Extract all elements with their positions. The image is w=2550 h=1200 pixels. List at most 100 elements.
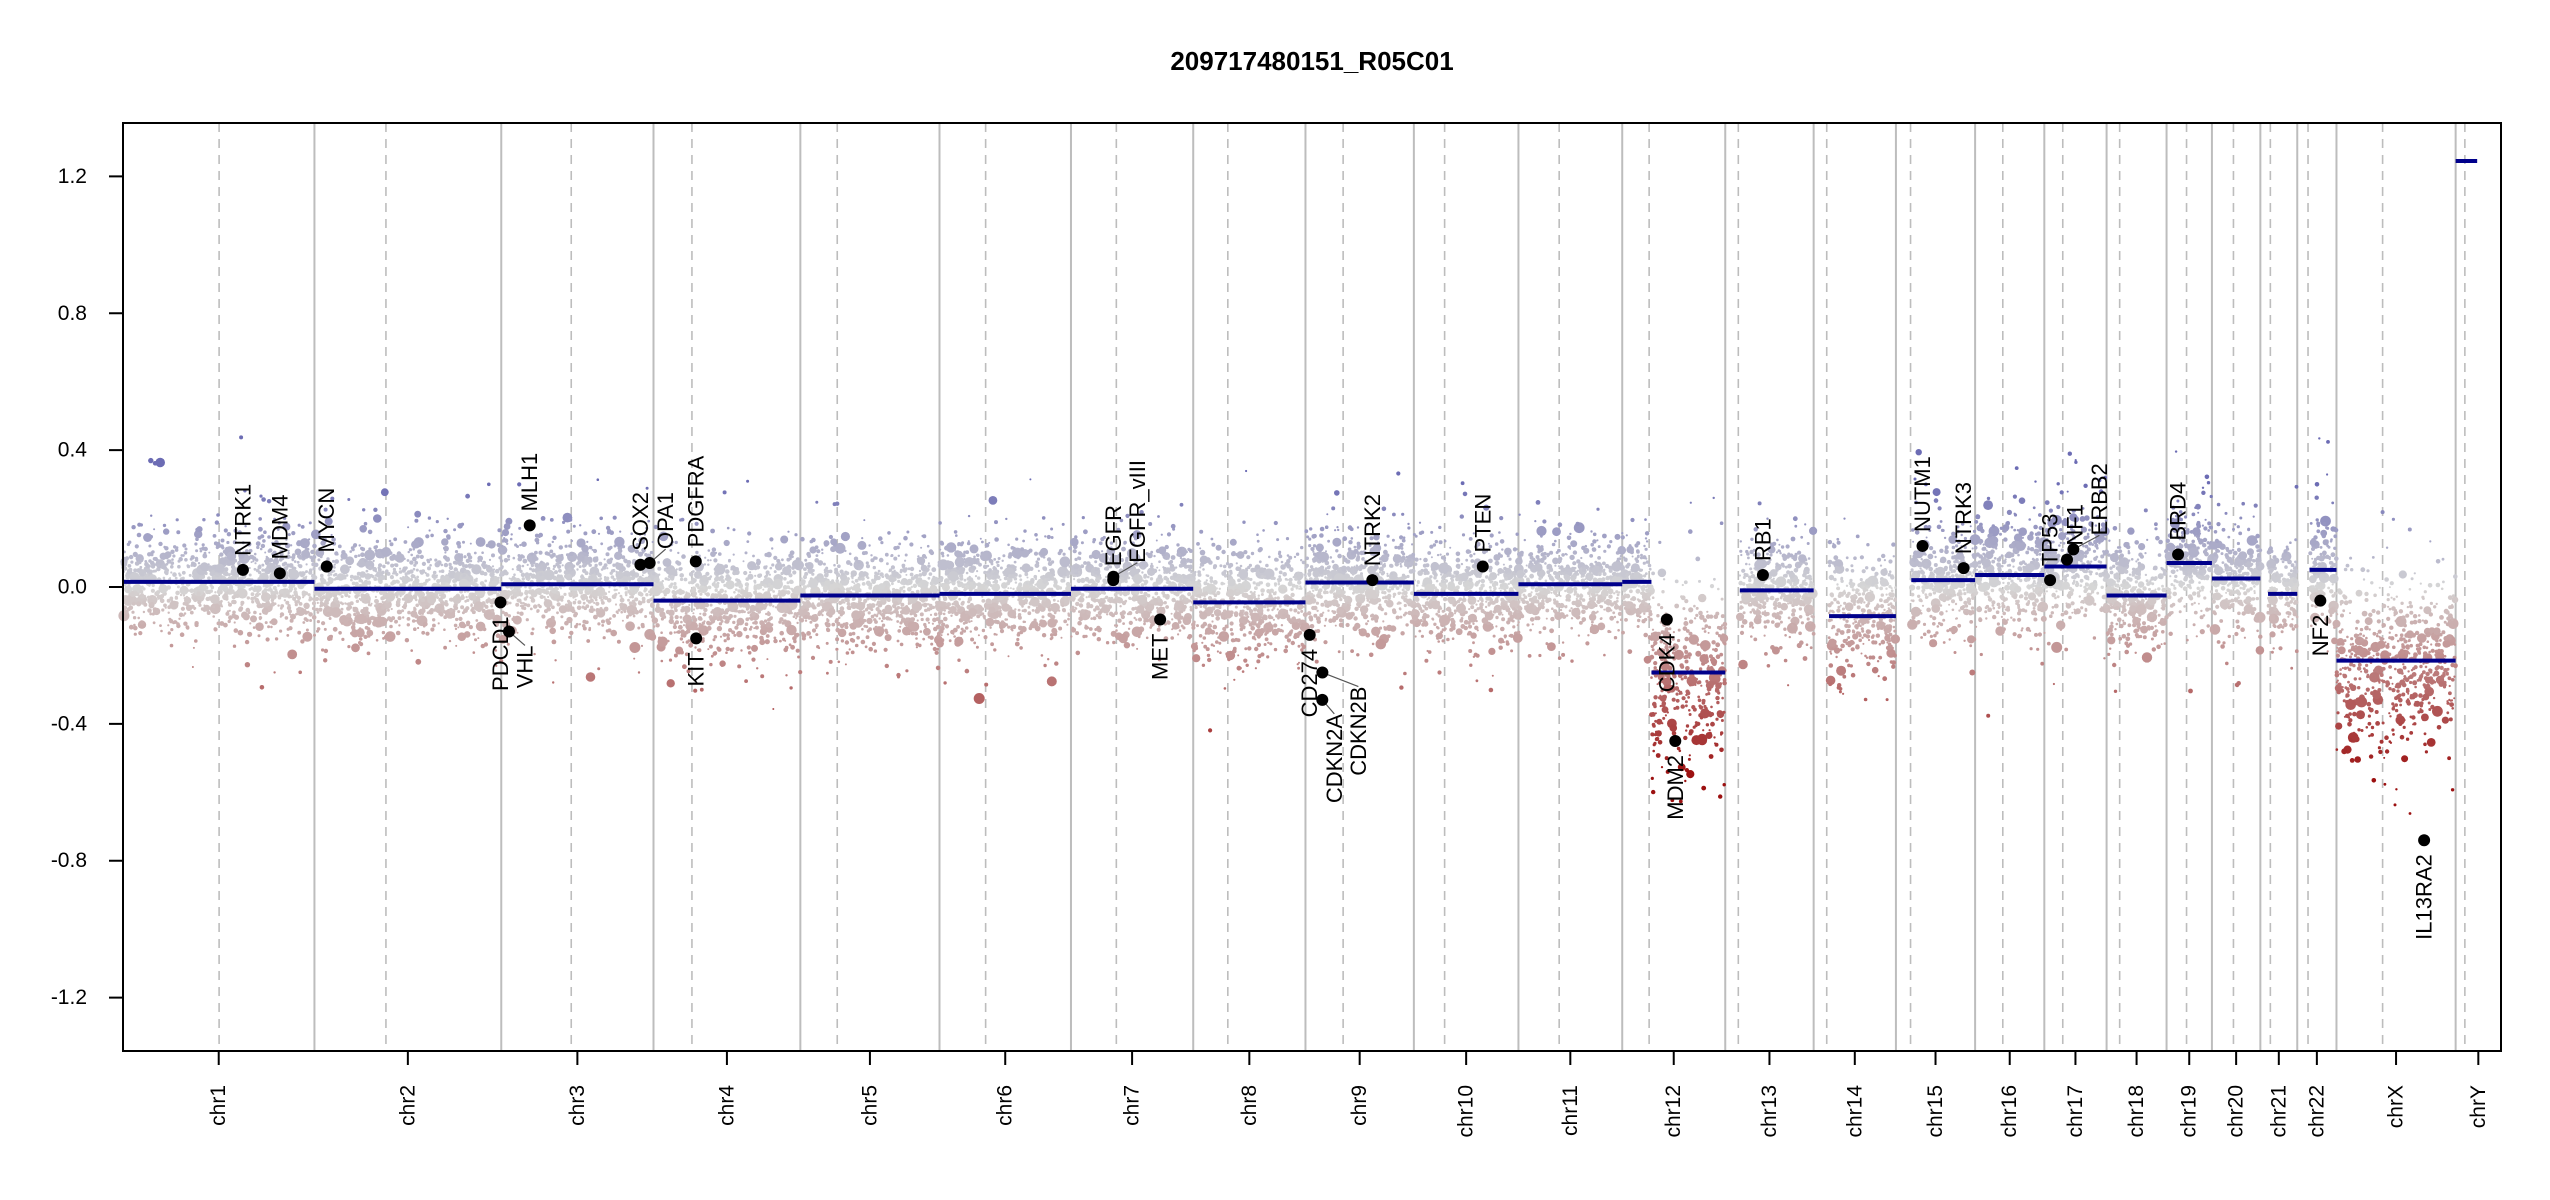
bin-point bbox=[124, 597, 127, 600]
bin-point bbox=[335, 600, 340, 605]
bin-point bbox=[726, 636, 730, 641]
bin-point bbox=[782, 566, 792, 576]
bin-point bbox=[968, 608, 977, 617]
bin-point bbox=[334, 559, 340, 564]
bin-point bbox=[215, 577, 219, 581]
bin-point bbox=[361, 608, 369, 616]
bin-point bbox=[269, 586, 272, 590]
bin-point bbox=[429, 564, 432, 567]
bin-point bbox=[1067, 617, 1070, 621]
bin-point bbox=[344, 602, 347, 605]
bin-point bbox=[147, 552, 152, 557]
bin-point bbox=[812, 606, 816, 610]
bin-point bbox=[790, 587, 794, 591]
bin-point bbox=[396, 609, 402, 615]
bin-point bbox=[632, 590, 635, 593]
bin-point bbox=[686, 669, 691, 674]
bin-point bbox=[125, 614, 129, 618]
bin-point bbox=[277, 521, 281, 525]
bin-point bbox=[798, 670, 803, 675]
bin-point bbox=[901, 563, 906, 568]
bin-point bbox=[722, 615, 725, 619]
bin-point bbox=[773, 555, 778, 561]
bin-point bbox=[1035, 606, 1039, 610]
bin-point bbox=[250, 554, 255, 560]
bin-point bbox=[789, 686, 793, 690]
bin-point bbox=[835, 647, 839, 651]
bin-point bbox=[939, 606, 944, 611]
bin-point bbox=[939, 629, 944, 634]
bin-point bbox=[366, 627, 371, 631]
bin-point bbox=[228, 602, 232, 607]
bin-point bbox=[445, 578, 449, 583]
bin-point bbox=[717, 591, 721, 595]
bin-point bbox=[391, 579, 397, 585]
bin-point bbox=[348, 620, 353, 625]
bin-point bbox=[309, 619, 313, 622]
bin-point bbox=[422, 581, 427, 586]
bin-point bbox=[921, 570, 927, 577]
bin-point bbox=[817, 560, 824, 566]
bin-point bbox=[976, 570, 979, 573]
bin-point bbox=[321, 648, 325, 652]
bin-point bbox=[962, 622, 966, 625]
bin-point bbox=[490, 604, 494, 608]
bin-point bbox=[899, 625, 902, 628]
bin-point bbox=[606, 598, 612, 603]
bin-point bbox=[761, 630, 765, 634]
bin-point bbox=[632, 602, 637, 607]
bin-point bbox=[678, 596, 680, 599]
bin-point bbox=[688, 581, 691, 585]
bin-point bbox=[413, 574, 416, 577]
bin-point bbox=[554, 659, 557, 662]
bin-point bbox=[818, 646, 821, 650]
bin-point bbox=[272, 550, 277, 555]
bin-point bbox=[599, 577, 603, 580]
bin-point bbox=[925, 567, 930, 572]
bin-point bbox=[798, 609, 804, 614]
bin-point bbox=[549, 627, 556, 635]
bin-point bbox=[385, 591, 396, 602]
bin-point bbox=[697, 586, 701, 590]
bin-point bbox=[242, 575, 247, 579]
bin-point bbox=[707, 563, 710, 566]
bin-point bbox=[1036, 557, 1041, 561]
bin-point bbox=[300, 639, 305, 644]
bin-point bbox=[453, 605, 459, 611]
bin-point bbox=[981, 599, 986, 603]
bin-point bbox=[164, 551, 172, 559]
bin-point bbox=[766, 658, 769, 661]
bin-point bbox=[679, 615, 683, 619]
bin-point bbox=[209, 571, 215, 577]
bin-point bbox=[298, 670, 303, 675]
bin-point bbox=[404, 638, 410, 643]
bin-point bbox=[657, 636, 668, 647]
bin-point bbox=[1058, 626, 1063, 631]
bin-point bbox=[541, 614, 546, 619]
bin-point bbox=[350, 559, 354, 562]
bin-point bbox=[755, 565, 761, 570]
bin-point bbox=[233, 621, 236, 624]
bin-point bbox=[749, 625, 753, 629]
bin-point bbox=[724, 564, 728, 569]
bin-point bbox=[408, 548, 412, 552]
bin-point bbox=[915, 589, 920, 594]
bin-point bbox=[465, 558, 471, 563]
bin-point bbox=[398, 570, 403, 574]
bin-point bbox=[175, 590, 180, 596]
bin-point bbox=[901, 606, 911, 615]
bin-point bbox=[860, 576, 865, 581]
bin-point bbox=[341, 575, 346, 580]
bin-point bbox=[759, 639, 766, 646]
bin-point bbox=[170, 571, 173, 574]
bin-point bbox=[274, 637, 279, 641]
bin-point bbox=[215, 573, 220, 578]
bin-point bbox=[787, 530, 790, 533]
bin-point bbox=[1023, 608, 1027, 613]
bin-point bbox=[719, 612, 723, 616]
bin-point bbox=[252, 626, 256, 629]
bin-point bbox=[1041, 633, 1047, 638]
bin-point bbox=[729, 647, 734, 652]
bin-point bbox=[355, 628, 365, 638]
bin-point bbox=[373, 545, 378, 550]
